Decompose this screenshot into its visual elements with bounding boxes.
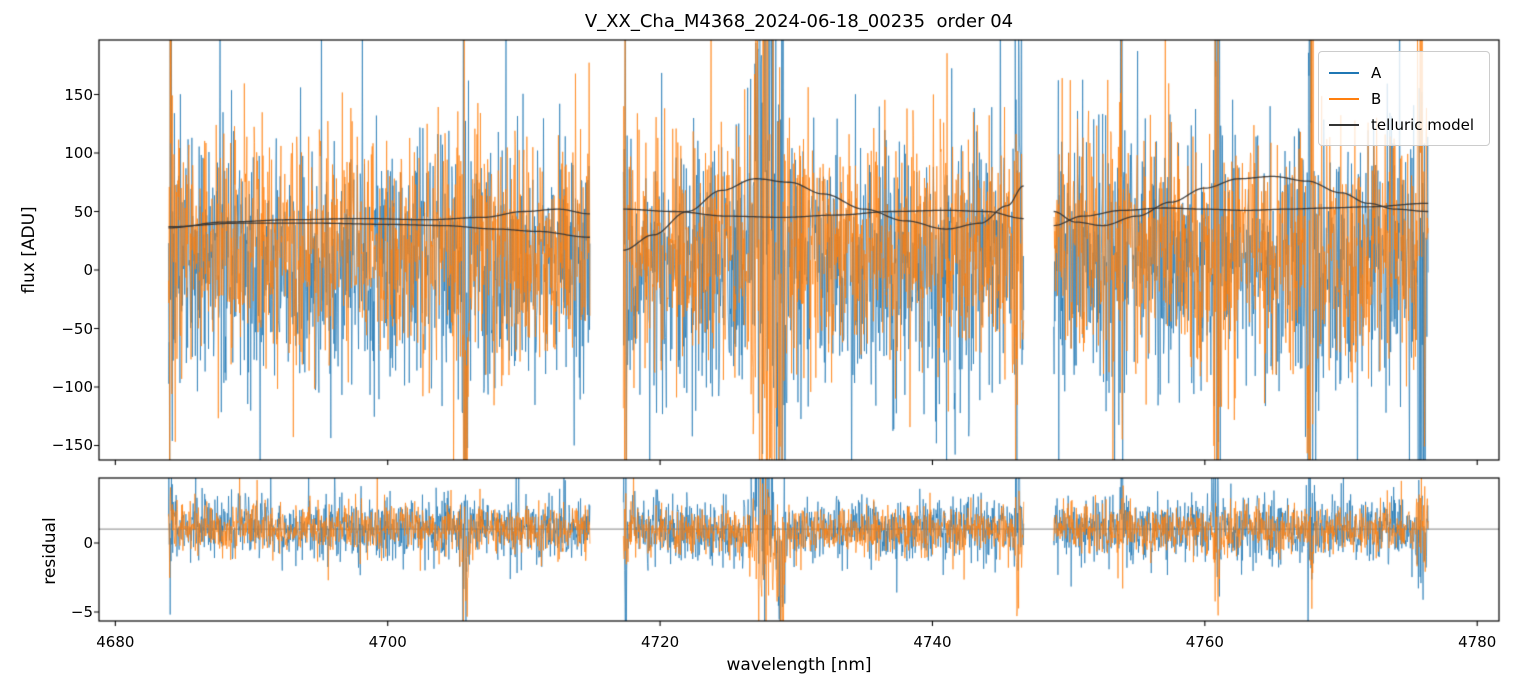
x-tick-label: 4720: [640, 633, 680, 651]
series-b-line-swatch: [1329, 97, 1359, 100]
telluric-model-label: telluric model: [1371, 115, 1475, 134]
flux-y-tick-label: −150: [51, 436, 93, 455]
plot-title: V_XX_Cha_M4368_2024-06-18_00235 order 04: [584, 11, 1014, 32]
legend-item-a: A: [1329, 60, 1479, 85]
x-tick-label: 4700: [368, 633, 407, 651]
series-b-label: B: [1371, 89, 1382, 108]
flux-y-tick-label: 50: [73, 202, 93, 221]
residual-y-tick-label: −5: [70, 603, 93, 622]
x-tick-label: 4740: [913, 633, 952, 651]
legend: A B telluric model: [1318, 51, 1490, 146]
x-tick-label: 4780: [1458, 633, 1497, 651]
flux-y-tick-label: −50: [61, 319, 93, 338]
flux-y-tick-label: 150: [64, 85, 93, 104]
residual-y-tick-label: 0: [83, 533, 93, 552]
telluric-model-line-swatch: [1329, 123, 1359, 126]
series-a-label: A: [1371, 63, 1382, 82]
series-a-line-swatch: [1329, 71, 1359, 74]
x-tick-label: 4680: [96, 633, 135, 651]
legend-item-telluric-model: telluric model: [1329, 112, 1479, 137]
legend-item-b: B: [1329, 86, 1479, 111]
flux-y-tick-label: 100: [64, 144, 93, 162]
flux-y-tick-label: −100: [51, 377, 93, 396]
flux-y-tick-label: 0: [83, 261, 93, 279]
x-axis-label: wavelength [nm]: [726, 655, 872, 675]
x-tick-label: 4760: [1185, 633, 1224, 651]
